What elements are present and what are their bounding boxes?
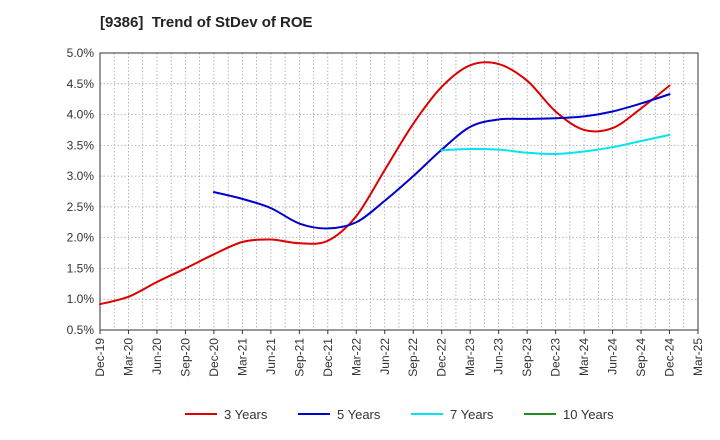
x-tick-label: Dec-21 [321, 338, 335, 377]
x-tick-label: Sep-24 [634, 338, 648, 377]
x-tick-label: Dec-20 [207, 338, 221, 377]
plot-frame [99, 52, 699, 331]
x-tick-label: Mar-24 [577, 338, 591, 376]
x-tick-label: Mar-23 [463, 338, 477, 376]
y-tick-label: 1.0% [67, 292, 95, 306]
legend-label: 7 Years [450, 407, 494, 422]
y-tick-label: 2.0% [67, 231, 95, 245]
series-line-7-years [440, 133, 671, 155]
y-tick-label: 4.0% [67, 108, 95, 122]
y-tick-label: 1.5% [67, 261, 95, 275]
x-tick-label: Dec-19 [93, 338, 107, 377]
y-tick-label: 3.5% [67, 138, 95, 152]
x-tick-label: Jun-21 [264, 338, 278, 375]
legend-label: 10 Years [563, 407, 614, 422]
y-tick-label: 4.5% [67, 77, 95, 91]
chart-title: [9386] Trend of StDev of ROE [100, 14, 313, 31]
x-tick-label: Mar-25 [691, 338, 705, 376]
x-tick-label: Mar-20 [121, 338, 135, 376]
x-tick-label: Sep-20 [178, 338, 192, 377]
x-tick-label: Sep-21 [292, 338, 306, 377]
series-line-3-years [99, 61, 671, 306]
x-tick-label: Mar-21 [235, 338, 249, 376]
legend-label: 5 Years [337, 407, 381, 422]
x-tick-label: Mar-22 [349, 338, 363, 376]
x-tick-label: Jun-20 [150, 338, 164, 375]
x-tick-label: Dec-22 [435, 338, 449, 377]
x-tick-label: Jun-23 [492, 338, 506, 375]
y-tick-label: 5.0% [67, 46, 95, 60]
x-tick-label: Jun-24 [606, 338, 620, 375]
x-tick-label: Sep-23 [520, 338, 534, 377]
x-tick-label: Dec-24 [663, 338, 677, 377]
x-tick-label: Dec-23 [549, 338, 563, 377]
legend-label: 3 Years [224, 407, 268, 422]
x-tick-label: Sep-22 [406, 338, 420, 377]
x-tick-label: Jun-22 [378, 338, 392, 375]
y-tick-label: 3.0% [67, 169, 95, 183]
y-tick-label: 2.5% [67, 200, 95, 214]
y-tick-label: 0.5% [67, 323, 95, 337]
